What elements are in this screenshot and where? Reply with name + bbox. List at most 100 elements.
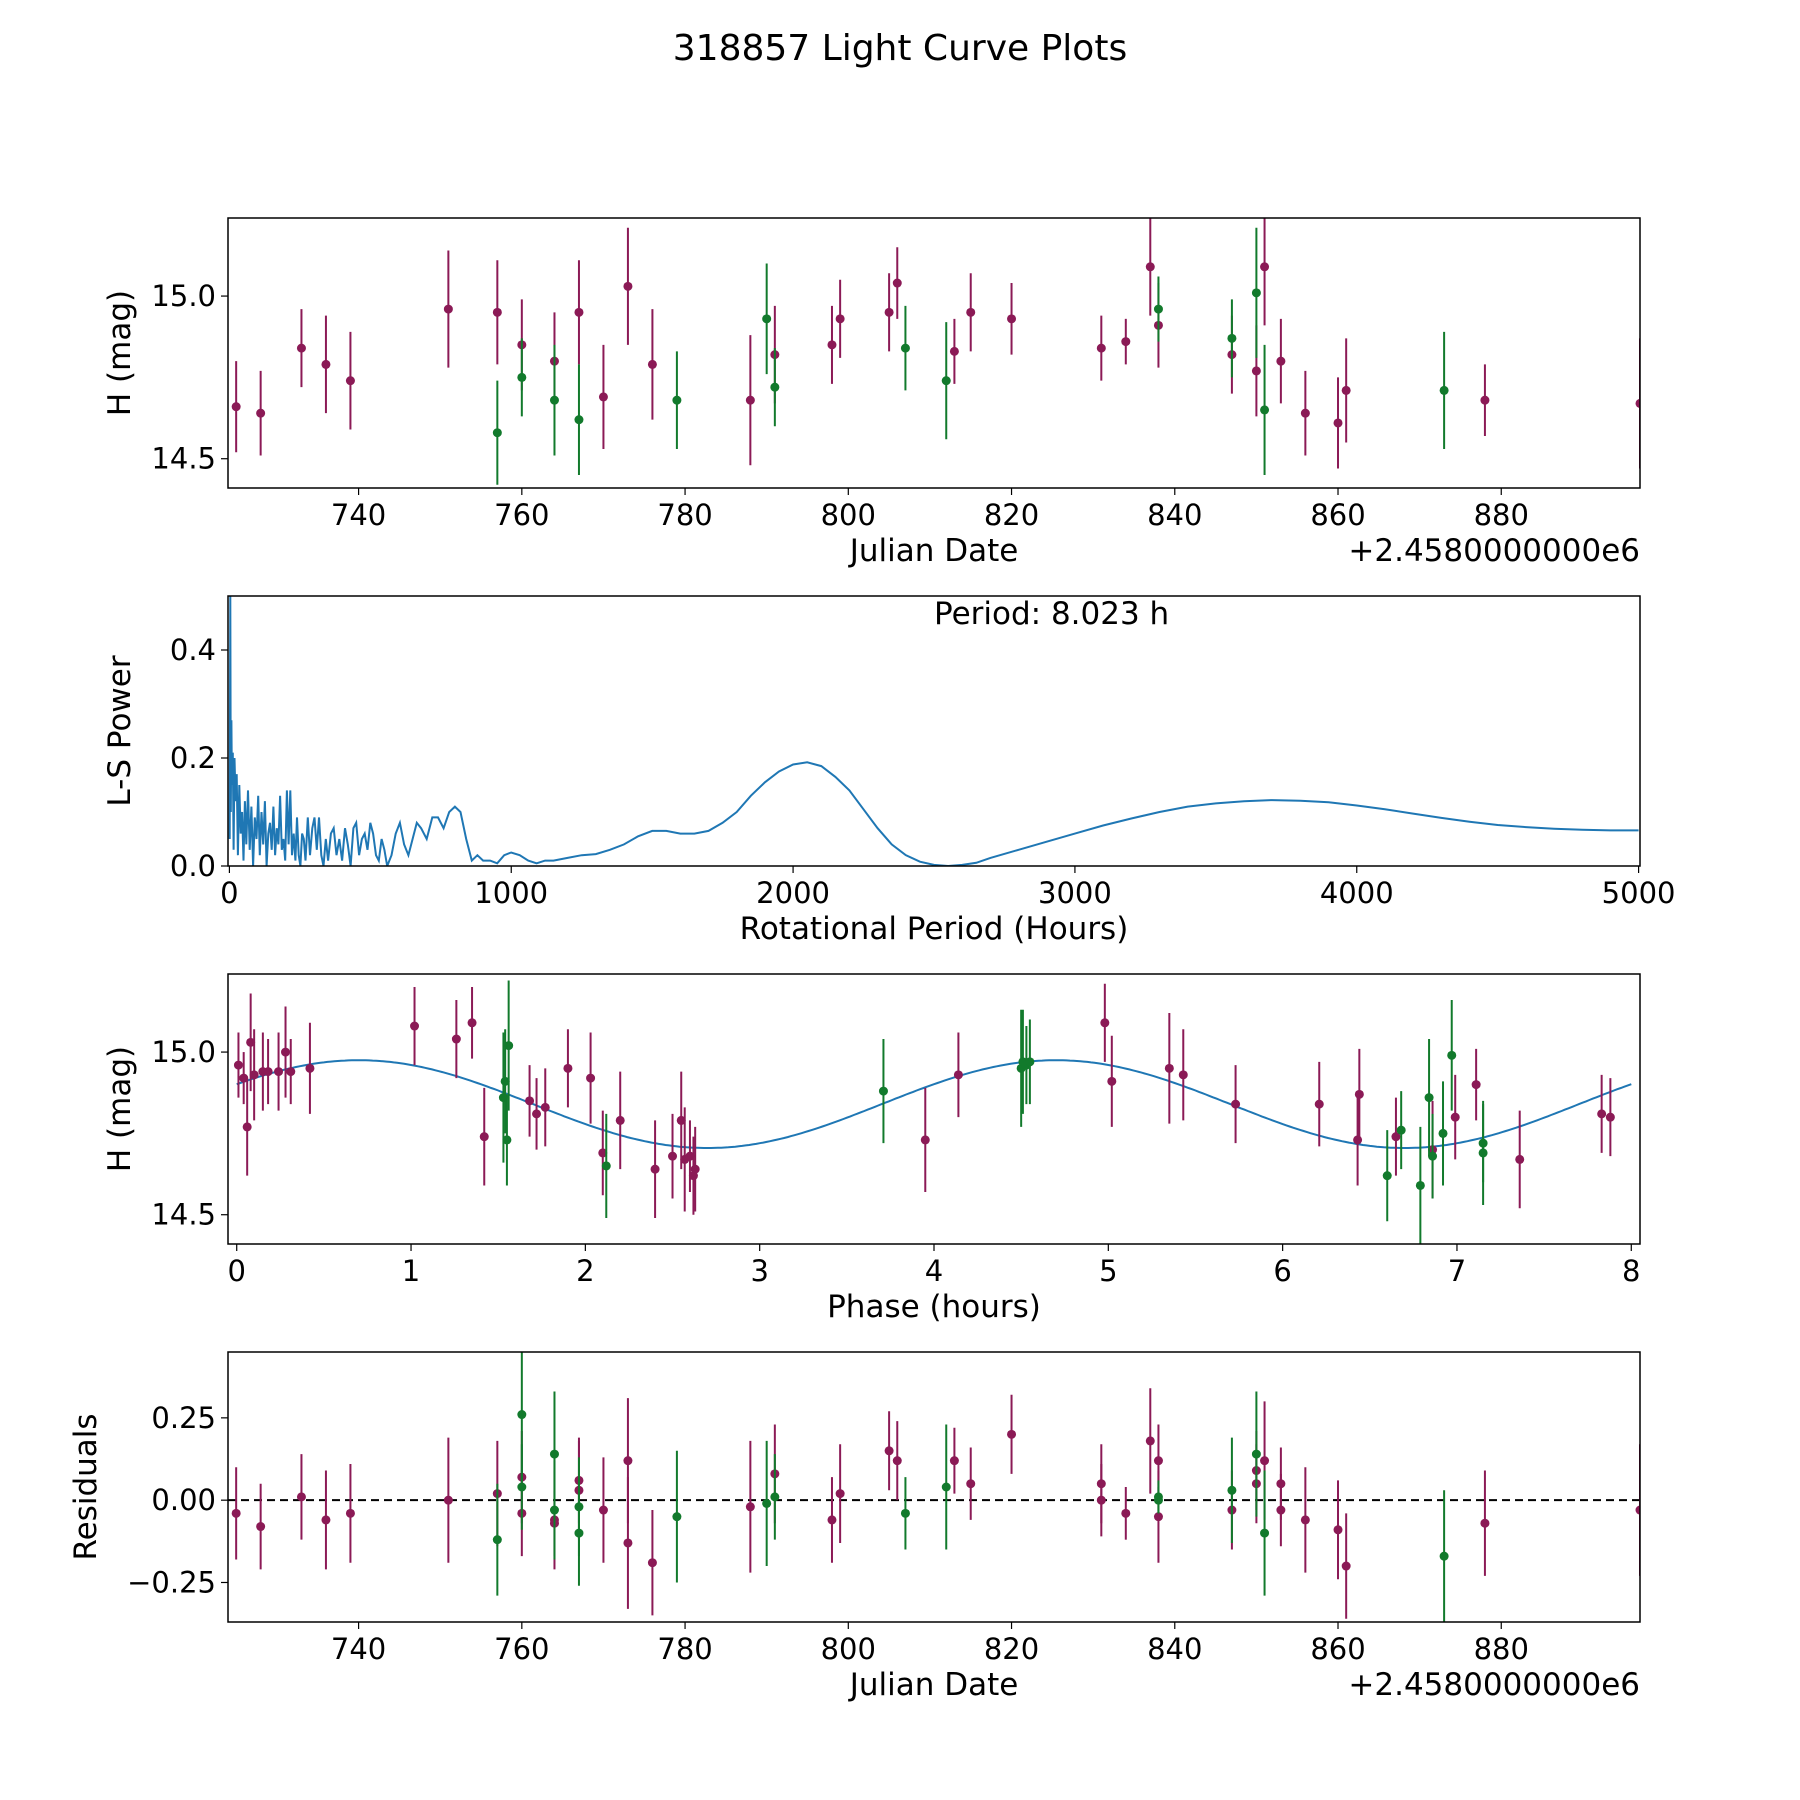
data-point	[672, 395, 682, 405]
x-tick-label: 0	[227, 1254, 245, 1288]
x-tick-label: 760	[494, 498, 549, 532]
data-point	[574, 415, 584, 425]
data-point	[1276, 356, 1286, 366]
data-point	[884, 307, 894, 317]
data-point	[690, 1164, 700, 1174]
x-tick-label: 2000	[756, 876, 830, 910]
data-point	[1153, 1512, 1163, 1522]
model-fit-line	[236, 1059, 1632, 1149]
x-tick-label: 780	[657, 1632, 712, 1666]
data-point	[650, 1164, 660, 1174]
x-tick-label: 820	[984, 498, 1039, 532]
x-tick-label: 740	[331, 1632, 386, 1666]
data-point	[500, 1076, 510, 1086]
data-point	[1515, 1154, 1525, 1164]
y-tick-label: 15.0	[151, 279, 216, 313]
data-point	[1300, 408, 1310, 418]
data-point	[827, 340, 837, 350]
x-offset-label: +2.4580000000e6	[1348, 533, 1640, 569]
data-point	[1153, 1456, 1163, 1466]
data-point	[647, 1558, 657, 1568]
data-point	[762, 314, 772, 324]
x-tick-label: 740	[331, 498, 386, 532]
x-tick-label: 880	[1474, 1632, 1529, 1666]
data-point	[1164, 1063, 1174, 1073]
data-point	[900, 343, 910, 353]
data-point	[1354, 1089, 1364, 1099]
data-point	[598, 392, 608, 402]
data-point	[1100, 1018, 1110, 1028]
data-point	[1341, 1561, 1351, 1571]
data-point	[1635, 1505, 1640, 1515]
data-point	[345, 1508, 355, 1518]
y-tick-label: 0.2	[170, 741, 216, 775]
data-point	[745, 395, 755, 405]
x-tick-label: 1000	[474, 876, 548, 910]
x-tick-label: 0	[220, 876, 238, 910]
data-point	[321, 1515, 331, 1525]
data-point	[598, 1148, 608, 1158]
data-point	[1227, 333, 1237, 343]
data-point	[1153, 1495, 1163, 1505]
data-point	[1450, 1112, 1460, 1122]
y-axis-label: L-S Power	[102, 655, 138, 806]
data-point	[1333, 1525, 1343, 1535]
y-tick-label: 0.25	[151, 1401, 216, 1435]
x-tick-label: 5000	[1602, 876, 1676, 910]
series-line	[228, 596, 1639, 866]
data-point	[966, 1479, 976, 1489]
x-tick-label: 3	[750, 1254, 768, 1288]
data-point	[1260, 1456, 1270, 1466]
data-point	[835, 314, 845, 324]
data-point	[1231, 1099, 1241, 1109]
data-point	[615, 1115, 625, 1125]
data-point	[1353, 1135, 1363, 1145]
data-point	[231, 1508, 241, 1518]
data-point	[623, 281, 633, 291]
x-tick-label: 760	[494, 1632, 549, 1666]
x-axis-label: Julian Date	[848, 533, 1019, 569]
x-tick-label: 3000	[1038, 876, 1112, 910]
data-point	[884, 1446, 894, 1456]
data-point	[1153, 304, 1163, 314]
data-point	[1605, 1112, 1615, 1122]
axes-frame	[227, 595, 1641, 867]
data-point	[517, 372, 527, 382]
data-point	[1251, 288, 1261, 298]
data-point	[601, 1161, 611, 1171]
data-point	[1447, 1050, 1457, 1060]
data-point	[949, 1456, 959, 1466]
plot-area	[228, 596, 1639, 866]
x-axis-label: Julian Date	[848, 1667, 1019, 1703]
data-point	[305, 1063, 315, 1073]
data-point	[1597, 1109, 1607, 1119]
y-tick-label: 14.5	[151, 442, 216, 476]
data-point	[1478, 1148, 1488, 1158]
data-point	[1121, 1508, 1131, 1518]
y-tick-label: 0.0	[170, 849, 216, 883]
data-point	[256, 1522, 266, 1532]
data-point	[586, 1073, 596, 1083]
data-point	[525, 1096, 535, 1106]
data-point	[233, 1060, 243, 1070]
plot-area	[228, 1352, 1640, 1622]
data-point	[1121, 337, 1131, 347]
data-point	[1227, 1485, 1237, 1495]
data-point	[762, 1498, 772, 1508]
data-point	[467, 1018, 477, 1028]
data-point	[1025, 1057, 1035, 1067]
x-tick-label: 840	[1147, 498, 1202, 532]
x-tick-label: 860	[1310, 1632, 1365, 1666]
data-point	[540, 1102, 550, 1112]
axes-frame	[227, 217, 1641, 489]
data-point	[574, 1528, 584, 1538]
data-point	[1260, 405, 1270, 415]
data-point	[623, 1456, 633, 1466]
x-tick-label: 7	[1448, 1254, 1466, 1288]
data-point	[1107, 1076, 1117, 1086]
data-point	[1439, 385, 1449, 395]
axes-frame	[227, 1351, 1641, 1623]
x-tick-label: 6	[1273, 1254, 1291, 1288]
